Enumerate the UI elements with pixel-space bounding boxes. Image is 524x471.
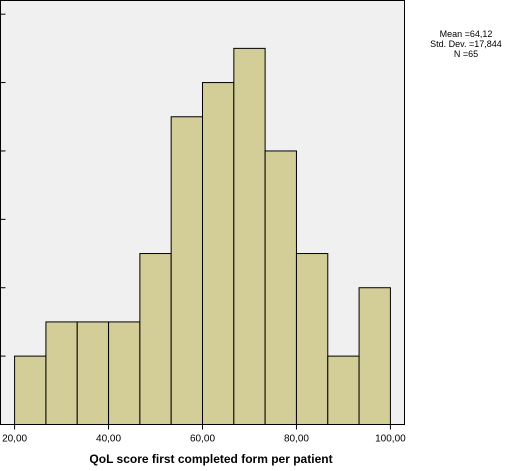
histogram-bar bbox=[295, 253, 329, 425]
histogram-bar bbox=[264, 150, 297, 426]
bars-group bbox=[14, 47, 391, 426]
x-tick-label: 60,00 bbox=[190, 434, 215, 445]
histogram-bar bbox=[202, 82, 235, 425]
histogram-bar bbox=[170, 116, 204, 426]
stats-n: N =65 bbox=[454, 49, 478, 59]
x-tick-label: 40,00 bbox=[96, 434, 121, 445]
histogram-bar bbox=[233, 47, 266, 425]
x-tick-label: 80,00 bbox=[284, 434, 309, 445]
histogram-bar bbox=[327, 355, 360, 426]
histogram-bar bbox=[45, 321, 78, 425]
x-axis-ticks: 20,00 40,00 60,00 80,00 100,00 bbox=[2, 424, 406, 445]
x-tick-label: 100,00 bbox=[375, 434, 406, 445]
histogram-bar bbox=[108, 321, 141, 425]
histogram-bar bbox=[358, 287, 391, 425]
stats-std-dev: Std. Dev. =17,844 bbox=[430, 39, 502, 49]
histogram-bar bbox=[76, 321, 110, 425]
x-tick-label: 20,00 bbox=[2, 434, 27, 445]
histogram-bar bbox=[139, 253, 172, 425]
y-axis-ticks bbox=[0, 13, 6, 357]
histogram-bar bbox=[14, 355, 47, 426]
x-axis-label: QoL score first completed form per patie… bbox=[89, 452, 332, 466]
stats-mean: Mean =64,12 bbox=[440, 29, 493, 39]
